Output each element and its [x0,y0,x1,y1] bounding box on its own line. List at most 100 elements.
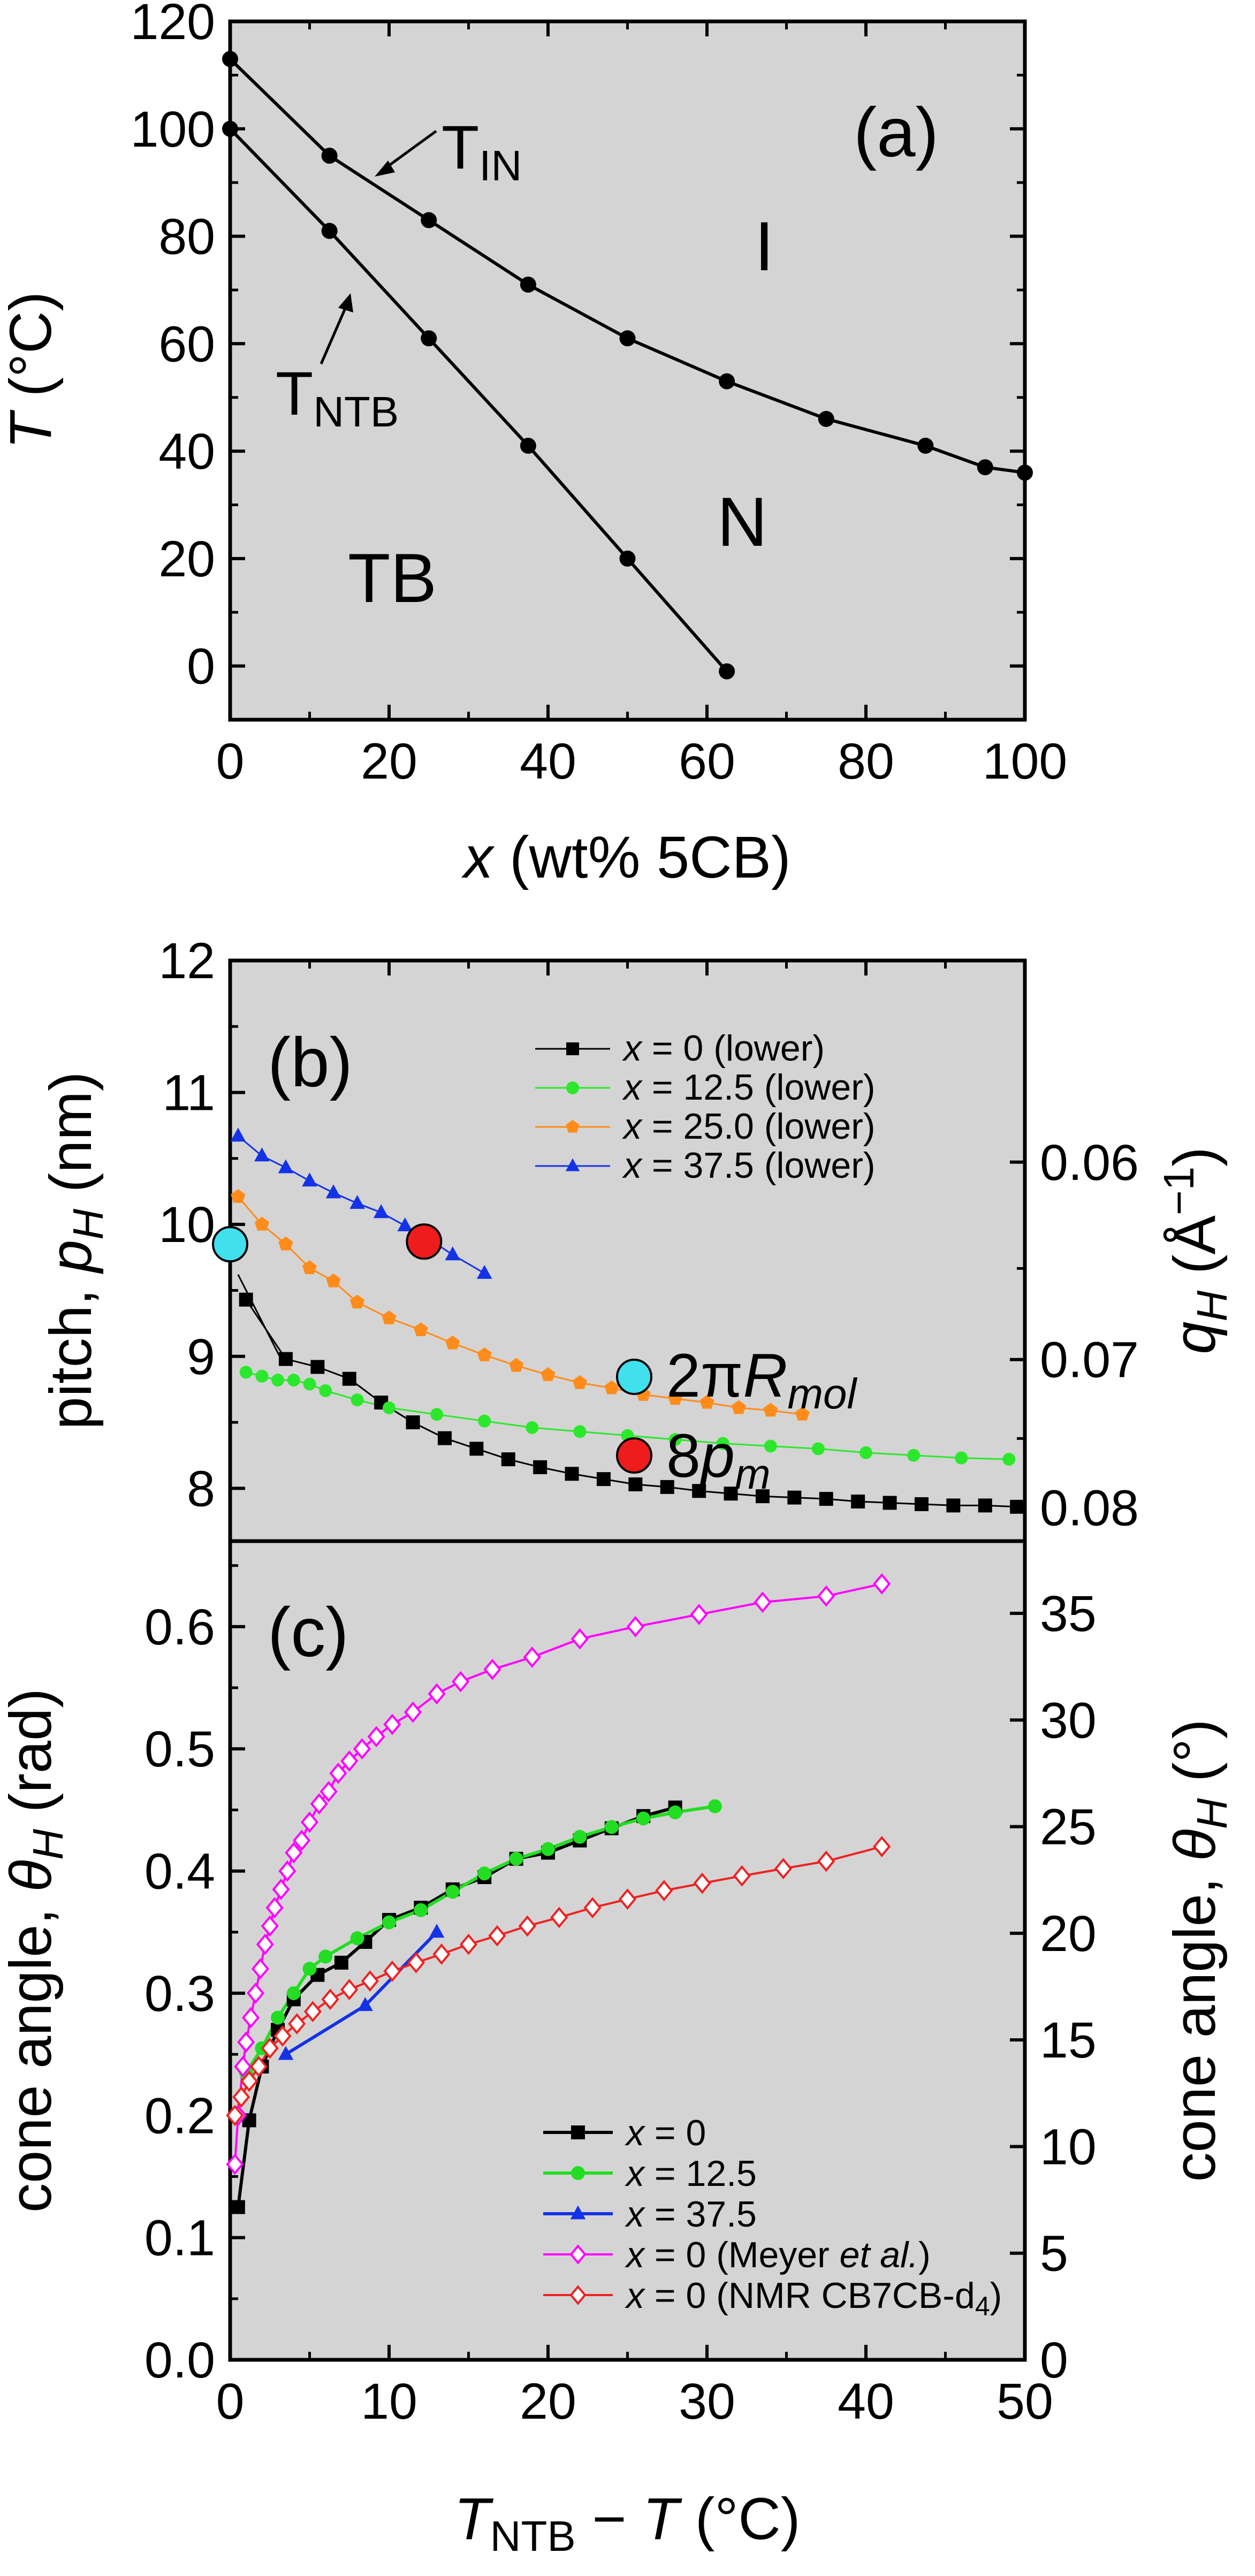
label-8pm-main: p [699,1422,735,1490]
data-point-c-4 [361,1970,379,1992]
y2-tick-label-35: 35 [1040,1586,1097,1642]
data-point-c-2 [278,2046,294,2060]
y-tick-label-20: 20 [158,531,215,588]
panel-c-y2-label-sub: H [1188,1798,1236,1829]
data-point-b-2 [477,1347,492,1361]
y-tick-label-11: 11 [162,1065,215,1122]
x-tick-label-0: 0 [216,2373,245,2430]
data-point-c-4 [232,2086,250,2108]
x-tick-label-80: 80 [838,733,894,790]
data-point-c-3 [353,1738,371,1760]
data-point-c-4 [273,2025,292,2047]
data-point-t-in [818,410,834,427]
data-point-t-ntb [421,330,437,347]
data-point-b-2 [699,1394,714,1409]
panel-a-y-label-italic: T [0,409,64,449]
data-point-c-3 [329,1762,347,1784]
panel-b-y-label-sub: H [64,1209,112,1240]
panel-b-y2-label-sup: −1 [1155,1167,1203,1215]
legend-label-italic: x [625,2153,645,2194]
panel-b-y2-label-sub: H [1188,1291,1236,1322]
data-point-b-0 [628,1477,643,1491]
legend-label-italic: x [622,1106,643,1147]
data-point-c-3 [237,2031,255,2053]
data-point-c-3 [234,2056,252,2077]
data-point-c-3 [817,1585,835,1607]
data-point-c-3 [320,1781,338,1803]
panel-a-y-label: T (°C) [0,292,64,449]
data-point-t-in [321,147,338,164]
y-tick-label-0.4: 0.4 [144,1843,215,1900]
data-point-c-1 [350,1931,364,1946]
panel-c-x-label-end: (°C) [679,2486,800,2552]
label-2pi-rmol: 2πRmol [666,1342,858,1417]
data-point-b-1 [478,1414,491,1428]
x-tick-label-30: 30 [679,2373,735,2430]
data-point-c-3 [383,1713,401,1735]
data-point-b-3 [397,1217,413,1232]
t-in-label-main: T [442,113,479,182]
legend-marker-c-4 [569,2285,587,2305]
data-point-c-4 [873,1835,891,1857]
data-point-b-3 [302,1172,317,1187]
legend-label-b-3: x = 37.5 (lower) [622,1145,876,1186]
data-point-b-1 [383,1401,395,1414]
data-point-b-1 [573,1425,587,1438]
data-point-c-3 [310,1793,328,1815]
data-point-b-2 [326,1273,341,1287]
panel-a-tag: (a) [854,93,939,171]
data-point-c-2 [358,1997,373,2011]
data-point-b-1 [526,1421,539,1434]
y-tick-label-0.0: 0.0 [144,2332,215,2389]
data-point-b-1 [287,1374,300,1387]
data-point-c-4 [249,2056,268,2077]
data-point-c-3 [523,1647,541,1668]
data-point-c-4 [261,2037,279,2059]
data-point-b-3 [254,1147,270,1162]
label-8pm-sub: m [735,1450,771,1498]
data-point-b-2 [572,1375,587,1389]
legend-label-c-3: x = 0 (Meyer et al.) [625,2235,931,2275]
panel-c-x-label-sub: NTB [490,2512,576,2560]
legend-label-rest: = 0 [644,2113,706,2153]
panel-c-plot-area [228,1539,1027,2362]
data-point-b-0 [278,1352,293,1366]
label-8pm-prefix: 8 [666,1422,701,1490]
panel-a-ticks: 0 20 40 60 80 100 0 20 40 60 80 100 120 [130,0,1067,790]
data-point-c-3 [428,1683,446,1705]
data-point-b-0 [565,1467,579,1481]
data-point-b-0 [660,1480,674,1494]
reference-point-1 [406,1223,443,1260]
series-line-t-ntb [229,127,728,673]
panel-b-tag: (b) [268,1023,353,1101]
legend-label-italic: x [622,1067,643,1108]
data-point-b-3 [349,1195,365,1209]
data-point-c-4 [583,1897,602,1918]
legend-label-rest: = 12.5 [644,2153,757,2194]
data-point-t-ntb [520,438,536,454]
y2-tick-label-15: 15 [1040,2012,1097,2069]
y-tick-label-60: 60 [158,316,215,372]
data-point-b-2 [413,1322,428,1336]
data-point-b-0 [596,1472,611,1487]
y-tick-label-100: 100 [130,101,215,158]
panel-c-x-label-rest: − [576,2486,643,2552]
data-point-c-4 [817,1850,835,1872]
y-tick-label-12: 12 [158,933,215,989]
data-point-b-2 [254,1216,269,1231]
data-point-b-2 [278,1236,293,1251]
data-point-c-3 [272,1878,290,1900]
data-point-b-1 [319,1384,332,1397]
t-ntb-label-main: T [276,360,313,428]
x-tick-label-0: 0 [216,733,245,790]
data-point-b-2 [302,1260,317,1275]
data-point-b-0 [883,1496,897,1510]
label-8pm: 8pm [666,1422,771,1498]
data-point-b-2 [763,1403,778,1417]
data-point-b-2 [509,1358,524,1372]
panel-b-y2-label-close: ) [1162,1147,1228,1167]
data-point-c-4 [383,1960,401,1982]
y-tick-label-0: 0 [187,638,215,695]
data-point-c-4 [407,1952,425,1973]
y2-tick-label-10: 10 [1040,2118,1097,2175]
